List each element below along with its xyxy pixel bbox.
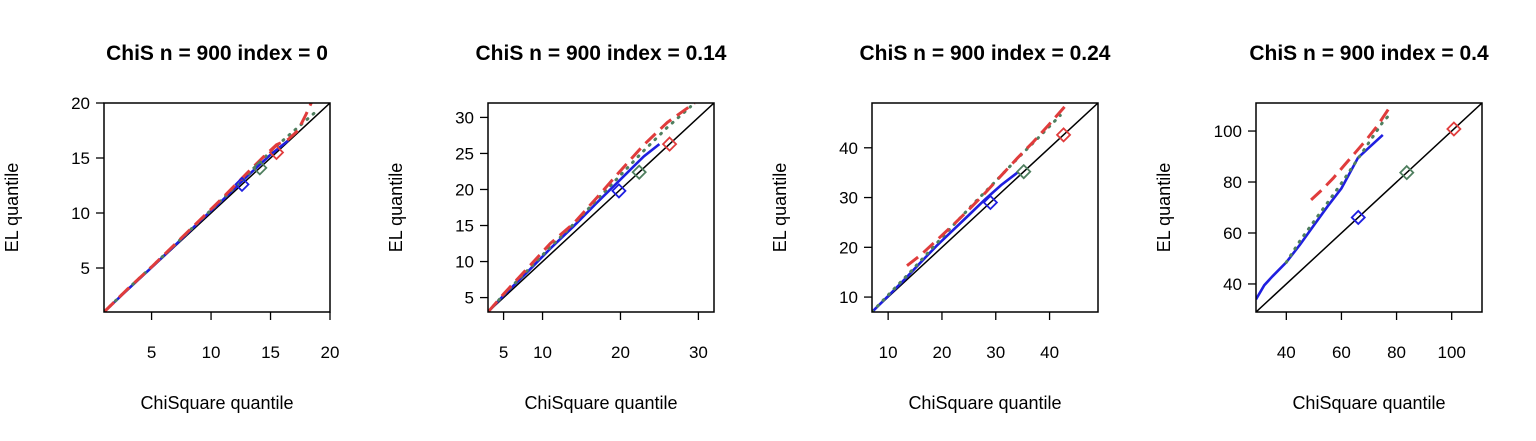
x-tick-label: 40 bbox=[1040, 343, 1059, 362]
y-tick-label: 15 bbox=[71, 149, 90, 168]
y-tick-label: 30 bbox=[839, 189, 858, 208]
plot-area bbox=[488, 103, 714, 312]
y-axis-label: EL quantile bbox=[770, 163, 790, 252]
x-tick-label: 30 bbox=[986, 343, 1005, 362]
panel-3: ChiS n = 900 index = 0.24 ChiSquare quant… bbox=[770, 42, 1111, 413]
y-tick-label: 40 bbox=[839, 139, 858, 158]
x-tick-label: 60 bbox=[1332, 343, 1351, 362]
plot-frame bbox=[1255, 102, 1483, 313]
x-tick-label: 40 bbox=[1277, 343, 1296, 362]
panel-2: ChiS n = 900 index = 0.14 ChiSquare quant… bbox=[386, 42, 727, 413]
y-tick-label: 5 bbox=[81, 259, 90, 278]
plot-area bbox=[872, 103, 1098, 312]
series-line-1 bbox=[872, 171, 1019, 312]
x-tick-label: 5 bbox=[147, 343, 156, 362]
diamond-marker-2 bbox=[1015, 163, 1032, 180]
series-line-1 bbox=[488, 143, 661, 312]
y-tick-label: 5 bbox=[465, 289, 474, 308]
diamond-marker-1 bbox=[611, 183, 627, 199]
panel-4: ChiS n = 900 index = 0.4 ChiSquare quanti… bbox=[1154, 42, 1489, 413]
x-tick-label: 100 bbox=[1437, 343, 1465, 362]
diamond-marker-2 bbox=[252, 160, 268, 176]
y-axis-label: EL quantile bbox=[2, 163, 22, 252]
plot-area bbox=[1256, 103, 1482, 312]
reference-line bbox=[872, 103, 1098, 312]
series-line-3 bbox=[1310, 108, 1390, 201]
y-tick-label: 25 bbox=[455, 144, 474, 163]
chart-title: ChiS n = 900 index = 0.24 bbox=[860, 42, 1111, 65]
x-tick-label: 20 bbox=[611, 343, 630, 362]
x-tick-label: 20 bbox=[321, 343, 340, 362]
y-axis-label: EL quantile bbox=[1154, 163, 1174, 252]
reference-line bbox=[488, 103, 714, 312]
series-line-2 bbox=[488, 105, 693, 312]
plot-frame bbox=[103, 102, 331, 313]
y-tick-label: 10 bbox=[839, 288, 858, 307]
y-tick-label: 30 bbox=[455, 108, 474, 127]
plot-frame bbox=[487, 102, 715, 313]
y-tick-label: 80 bbox=[1223, 173, 1242, 192]
y-tick-label: 40 bbox=[1223, 275, 1242, 294]
y-tick-label: 20 bbox=[839, 238, 858, 257]
x-tick-label: 10 bbox=[533, 343, 552, 362]
y-axis-label: EL quantile bbox=[386, 163, 406, 252]
chart-title: ChiS n = 900 index = 0.14 bbox=[476, 42, 727, 65]
x-tick-label: 10 bbox=[202, 343, 221, 362]
x-tick-label: 5 bbox=[499, 343, 508, 362]
chart-title: ChiS n = 900 index = 0 bbox=[106, 42, 328, 65]
x-tick-label: 80 bbox=[1387, 343, 1406, 362]
plot-frame bbox=[871, 102, 1099, 313]
panel-1: ChiS n = 900 index = 0 ChiSquare quantile… bbox=[2, 42, 339, 413]
y-tick-label: 100 bbox=[1214, 122, 1242, 141]
x-axis-label: ChiSquare quantile bbox=[908, 393, 1061, 413]
x-tick-label: 20 bbox=[932, 343, 951, 362]
diamond-marker-1 bbox=[982, 194, 999, 211]
x-axis-label: ChiSquare quantile bbox=[140, 393, 293, 413]
x-tick-label: 30 bbox=[689, 343, 708, 362]
x-tick-label: 10 bbox=[879, 343, 898, 362]
diamond-marker-2 bbox=[1398, 164, 1415, 181]
series-line-3 bbox=[104, 103, 313, 312]
diamond-marker-3 bbox=[1446, 121, 1462, 137]
y-tick-label: 10 bbox=[455, 253, 474, 272]
y-tick-label: 20 bbox=[71, 94, 90, 113]
diamond-marker-3 bbox=[268, 144, 285, 161]
diamond-marker-3 bbox=[1055, 127, 1072, 143]
diamond-marker-1 bbox=[234, 176, 250, 193]
series-line-3 bbox=[906, 104, 1067, 267]
plot-area bbox=[104, 103, 330, 312]
x-axis-label: ChiSquare quantile bbox=[1292, 393, 1445, 413]
diamond-marker-3 bbox=[661, 136, 678, 152]
diamond-marker-2 bbox=[631, 164, 647, 180]
y-tick-label: 15 bbox=[455, 217, 474, 236]
y-tick-label: 60 bbox=[1223, 224, 1242, 243]
series-line-2 bbox=[1284, 111, 1393, 264]
x-axis-label: ChiSquare quantile bbox=[524, 393, 677, 413]
x-tick-label: 15 bbox=[261, 343, 280, 362]
chart-title: ChiS n = 900 index = 0.4 bbox=[1249, 42, 1489, 65]
y-tick-label: 10 bbox=[71, 204, 90, 223]
series-line-3 bbox=[488, 103, 696, 312]
y-tick-label: 20 bbox=[455, 180, 474, 199]
diamond-marker-1 bbox=[1350, 209, 1367, 226]
reference-line bbox=[1256, 103, 1482, 312]
